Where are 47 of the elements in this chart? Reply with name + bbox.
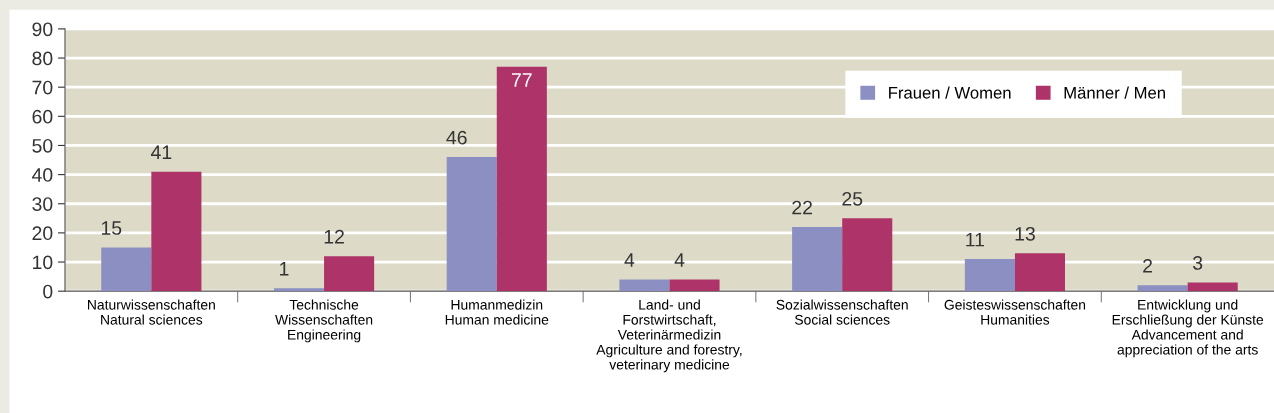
x-tick-label: Naturwissenschaften Natural sciences [88, 299, 215, 325]
y-tick-label: 20 [32, 226, 53, 241]
x-tick-label: Technische Wissenschaften Engineering [275, 299, 373, 343]
y-tick-label: 70 [32, 80, 53, 95]
bar [1187, 282, 1238, 292]
bar [101, 247, 152, 292]
bar [1014, 253, 1066, 292]
data-label: 15 [101, 221, 122, 235]
x-tick-label: Land- und Forstwirtschaft, Veterinärmedizin Agriculture and forestry, veterinary medicine [596, 299, 742, 373]
data-label: 4 [624, 253, 635, 267]
y-tick-label: 80 [32, 51, 53, 66]
y-tick-label: 60 [32, 109, 53, 124]
y-tick-label: 50 [32, 138, 53, 153]
data-label: 1 [280, 262, 289, 276]
x-tick-label: Geisteswissenschaften Humanities [944, 299, 1086, 325]
bar [446, 157, 497, 292]
x-tick-label: Sozialwissenschaften Social sciences [776, 299, 908, 325]
legend-label: Männer / Men [1064, 86, 1165, 99]
data-label: 25 [842, 191, 863, 206]
y-tick-label: 30 [32, 197, 53, 211]
x-tick-label: Humanmedizin Human medicine [445, 299, 549, 325]
legend-label: Frauen / Women [889, 86, 1011, 99]
y-tick-label: 0 [43, 284, 53, 299]
data-label: 3 [1192, 256, 1203, 270]
y-tick-label: 90 [32, 22, 53, 37]
bar [273, 288, 325, 292]
data-label: 46 [446, 130, 467, 145]
bar [964, 259, 1015, 292]
y-tick-label: 10 [33, 255, 53, 270]
bar [1137, 285, 1188, 292]
bar [324, 256, 375, 292]
bar [496, 66, 547, 292]
bar [842, 218, 893, 292]
x-tick-label: Entwicklung und Erschließung der Künste Advancement and appreciation of the arts [1112, 299, 1264, 358]
data-label: 11 [966, 232, 984, 247]
data-label: 77 [512, 73, 532, 87]
bar [151, 171, 202, 292]
data-label: 22 [792, 200, 812, 215]
data-label: 12 [324, 229, 344, 244]
data-label: 2 [1143, 258, 1152, 273]
bar [669, 279, 720, 292]
data-label: 41 [150, 145, 172, 159]
bar [792, 227, 843, 292]
data-label: 13 [1015, 226, 1035, 241]
bar [619, 279, 670, 292]
data-label: 4 [674, 253, 685, 267]
y-tick-label: 40 [31, 168, 53, 182]
